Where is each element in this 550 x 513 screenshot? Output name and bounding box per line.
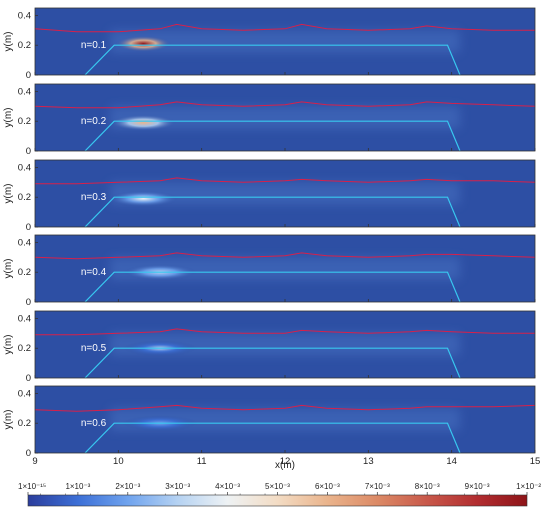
y-axis-title: y(m)	[3, 184, 14, 204]
x-tick-label: 14	[446, 456, 457, 467]
x-axis-title: x(m)	[275, 460, 295, 471]
colorbar-label: 9×10⁻³	[465, 482, 490, 491]
colorbar-label: 2×10⁻³	[115, 482, 140, 491]
colorbar-label: 1×10⁻³	[65, 482, 90, 491]
y-tick-label: 0.2	[18, 116, 31, 127]
y-tick-label: 0	[26, 146, 31, 157]
y-tick-label: 0.4	[18, 313, 31, 324]
axes: 9 10 11 12 13 14 15	[32, 456, 540, 467]
colorbar-label: 1×10⁻¹⁵	[18, 482, 46, 491]
structure-outline	[84, 422, 461, 453]
free-surface-line	[35, 177, 535, 185]
panel-label: n=0.4	[81, 267, 107, 278]
colorbar-gradient	[27, 494, 528, 507]
panels: n=0.1 0 0.2 0.4 y(m) n=0.2 0 0.2 0.4 y(m) n=0.3 0 0.…	[3, 7, 536, 459]
y-tick-label: 0	[26, 297, 31, 308]
panel-label: n=0.3	[81, 192, 107, 203]
y-tick-label: 0.4	[18, 86, 31, 97]
panel-5: n=0.5 0 0.2 0.4 y(m)	[3, 310, 536, 384]
y-tick-label: 0.2	[18, 267, 31, 278]
x-tick-label: 15	[530, 456, 541, 467]
y-tick-label: 0.4	[18, 162, 31, 173]
y-axis-title: y(m)	[3, 32, 14, 52]
colorbar-label: 4×10⁻³	[215, 482, 240, 491]
y-axis-title: y(m)	[3, 410, 14, 430]
y-tick-label: 0	[26, 448, 31, 459]
colorbar-label: 1×10⁻²	[516, 482, 541, 491]
structure-outline	[84, 347, 461, 378]
colorbar-label: 8×10⁻³	[415, 482, 440, 491]
y-tick-label: 0.2	[18, 343, 31, 354]
x-tick-label: 12	[280, 456, 291, 467]
colorbar: 1×10⁻¹⁵ 1×10⁻³ 2×10⁻³ 3×10⁻³ 4×10⁻³ 5×10⁻³ 6×1…	[18, 482, 541, 507]
colorbar-label: 6×10⁻³	[315, 482, 340, 491]
free-surface-line	[35, 328, 535, 336]
hotspot	[110, 114, 177, 131]
y-tick-label: 0.2	[18, 418, 31, 429]
panel-6: n=0.6 0 0.2 0.4 y(m)	[3, 385, 536, 459]
free-surface-line	[35, 101, 535, 109]
panel-label: n=0.2	[81, 116, 107, 127]
hotspot	[108, 190, 179, 207]
structure-outline	[84, 120, 461, 151]
structure-outline	[84, 44, 461, 75]
x-tick-label: 11	[197, 456, 207, 467]
panel-label: n=0.6	[81, 418, 107, 429]
y-axis-title: y(m)	[3, 108, 14, 128]
x-tick-label: 10	[113, 456, 124, 467]
y-tick-label: 0.4	[18, 388, 31, 399]
y-axis-title: y(m)	[3, 335, 14, 355]
panel-4: n=0.4 0 0.2 0.4 y(m)	[3, 234, 536, 308]
panel-2: n=0.2 0 0.2 0.4 y(m)	[3, 83, 536, 157]
colorbar-label: 7×10⁻³	[365, 482, 390, 491]
free-surface-line	[35, 252, 535, 260]
panel-3: n=0.3 0 0.2 0.4 y(m)	[3, 159, 536, 233]
x-tick-label: 9	[32, 456, 37, 467]
panel-1: n=0.1 0 0.2 0.4 y(m)	[3, 7, 536, 81]
x-tick-label: 13	[363, 456, 374, 467]
y-tick-label: 0.2	[18, 192, 31, 203]
free-surface-line	[35, 404, 535, 412]
hotspot	[115, 35, 172, 52]
structure-outline	[84, 271, 461, 302]
y-tick-label: 0.2	[18, 40, 31, 51]
y-tick-label: 0	[26, 70, 31, 81]
free-surface-line	[35, 23, 535, 33]
structure-outline	[84, 196, 461, 227]
y-tick-label: 0	[26, 373, 31, 384]
y-tick-label: 0.4	[18, 10, 31, 21]
panel-label: n=0.1	[81, 40, 107, 51]
y-tick-label: 0	[26, 222, 31, 233]
panel-label: n=0.5	[81, 343, 107, 354]
y-tick-label: 0.4	[18, 237, 31, 248]
y-axis-title: y(m)	[3, 259, 14, 279]
colorbar-label: 3×10⁻³	[165, 482, 190, 491]
colorbar-label: 5×10⁻³	[265, 482, 290, 491]
